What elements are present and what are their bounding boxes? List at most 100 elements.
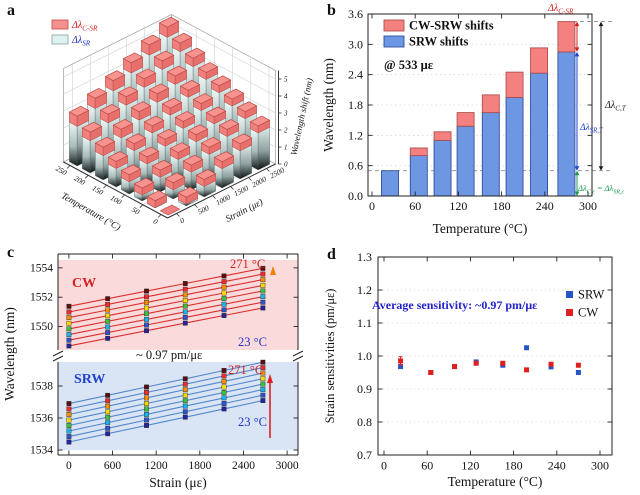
annotations-c: CW SRW 271 °C 23 °C ~ 0.97 pm/με 271 °C 23 °C bbox=[72, 257, 276, 438]
panel-label-c: c bbox=[7, 244, 15, 261]
svg-text:SRW: SRW bbox=[578, 288, 605, 302]
svg-text:Wavelength (nm): Wavelength (nm) bbox=[321, 58, 336, 152]
svg-text:2400: 2400 bbox=[232, 460, 255, 472]
svg-text:1: 1 bbox=[284, 144, 288, 152]
legend-swatch bbox=[51, 34, 69, 45]
svg-text:ΔλC,T: ΔλC,T bbox=[604, 100, 627, 112]
cw-srw-bar bbox=[456, 112, 475, 127]
svg-text:3000: 3000 bbox=[276, 460, 299, 472]
svg-text:1536: 1536 bbox=[30, 413, 53, 425]
svg-text:Wavelength shift (nm): Wavelength shift (nm) bbox=[288, 77, 314, 156]
svg-text:~ 0.97 pm/με: ~ 0.97 pm/με bbox=[136, 348, 202, 362]
svg-text:300: 300 bbox=[591, 459, 609, 473]
srw-bar bbox=[456, 125, 475, 197]
svg-text:23 °C: 23 °C bbox=[238, 415, 267, 429]
svg-text:Strain sensitivities (pm/με): Strain sensitivities (pm/με) bbox=[323, 289, 337, 424]
legend-3d: ΔλC-SR ΔλSR bbox=[51, 19, 98, 47]
plot-b: 0 60 120 180 240 300 0.0 0.6 1.2 1.8 2.4 3.0 3.6 Temp… bbox=[321, 7, 613, 236]
svg-text:271 °C: 271 °C bbox=[230, 257, 265, 271]
svg-text:3.0: 3.0 bbox=[348, 37, 363, 51]
svg-text:ΔλC-SR: ΔλC-SR bbox=[547, 3, 574, 15]
svg-text:50: 50 bbox=[130, 205, 141, 217]
svg-text:180: 180 bbox=[505, 459, 523, 473]
svg-text:CW-SRW shifts: CW-SRW shifts bbox=[409, 19, 494, 33]
cw-srw-bar bbox=[530, 47, 548, 74]
svg-text:271 °C: 271 °C bbox=[228, 363, 263, 377]
cw-lines bbox=[66, 265, 266, 349]
svg-text:0: 0 bbox=[381, 459, 387, 473]
svg-text:300: 300 bbox=[579, 199, 597, 213]
svg-text:1.2: 1.2 bbox=[357, 283, 372, 297]
svg-text:120: 120 bbox=[449, 199, 467, 213]
svg-text:2: 2 bbox=[284, 127, 288, 135]
svg-text:600: 600 bbox=[104, 460, 122, 472]
wavelength-shift-axis: 0 1 2 3 4 5 Wavelength shift (nm) bbox=[278, 70, 315, 169]
legend-b: CW-SRW shifts SRW shifts @ 533 με bbox=[383, 19, 494, 72]
svg-text:1534: 1534 bbox=[30, 445, 53, 457]
svg-text:SRW shifts: SRW shifts bbox=[409, 35, 469, 49]
svg-text:Temperature (°C): Temperature (°C) bbox=[448, 474, 543, 489]
svg-text:1552: 1552 bbox=[30, 292, 53, 304]
svg-text:2.4: 2.4 bbox=[348, 68, 363, 82]
srw-bar bbox=[557, 51, 576, 197]
srw-bar bbox=[505, 96, 524, 197]
svg-text:SRW: SRW bbox=[74, 372, 105, 387]
plot-c: 0 600 1200 1800 2400 3000 1550 1552 1554 1534 1536… bbox=[2, 253, 304, 490]
svg-text:Average sensitivity: ~0.97 pm/: Average sensitivity: ~0.97 pm/με bbox=[372, 298, 537, 312]
svg-text:0.8: 0.8 bbox=[357, 415, 372, 429]
cw-srw-bar bbox=[505, 71, 524, 98]
cw-srw-bar bbox=[409, 147, 428, 157]
svg-text:0: 0 bbox=[66, 460, 72, 472]
svg-text:ΔλC,ε = ΔλSR,ε: ΔλC,ε = ΔλSR,ε bbox=[577, 183, 625, 195]
srw-lines bbox=[66, 359, 266, 445]
svg-text:1000: 1000 bbox=[214, 192, 232, 207]
svg-text:180: 180 bbox=[493, 199, 511, 213]
srw-bar bbox=[481, 112, 500, 197]
cw-srw-bar bbox=[557, 21, 576, 53]
svg-text:1800: 1800 bbox=[188, 460, 211, 472]
svg-text:3.6: 3.6 bbox=[348, 7, 363, 21]
legend-swatch bbox=[51, 19, 69, 30]
panel-c-line-chart: 0 600 1200 1800 2400 3000 1550 1552 1554 1534 1536… bbox=[2, 253, 304, 490]
temp-arrow-cw bbox=[270, 266, 276, 275]
cw-srw-bar bbox=[433, 131, 452, 141]
svg-text:5: 5 bbox=[284, 76, 288, 84]
svg-text:1554: 1554 bbox=[30, 262, 53, 274]
srw-points bbox=[398, 345, 581, 375]
svg-text:120: 120 bbox=[461, 459, 479, 473]
svg-text:0.9: 0.9 bbox=[357, 382, 372, 396]
svg-text:0.7: 0.7 bbox=[357, 448, 372, 462]
svg-text:150: 150 bbox=[91, 183, 105, 197]
svg-text:500: 500 bbox=[196, 203, 210, 216]
svg-text:Temperature (°C): Temperature (°C) bbox=[433, 221, 528, 236]
svg-text:60: 60 bbox=[421, 459, 433, 473]
svg-text:1.2: 1.2 bbox=[348, 128, 363, 142]
cw-srw-bar bbox=[481, 94, 500, 114]
svg-text:1200: 1200 bbox=[145, 460, 168, 472]
cw-points bbox=[398, 356, 581, 375]
svg-text:1538: 1538 bbox=[30, 381, 53, 393]
svg-text:240: 240 bbox=[536, 199, 554, 213]
svg-text:ΔλSR,T: ΔλSR,T bbox=[579, 123, 604, 134]
panel-d-scatter-chart: 0 60 120 180 240 300 0.7 0.8 0.9 1.0 1.1 1.2 1.3 Temp… bbox=[323, 250, 613, 489]
svg-text:Wavelength (nm): Wavelength (nm) bbox=[2, 307, 17, 401]
svg-text:0: 0 bbox=[284, 161, 288, 169]
svg-text:ΔλC-SR: ΔλC-SR bbox=[71, 20, 98, 32]
panel-label-a: a bbox=[7, 2, 15, 19]
legend-d: SRW CW Average sensitivity: ~0.97 pm/με bbox=[372, 288, 605, 320]
svg-text:1.0: 1.0 bbox=[357, 349, 372, 363]
svg-text:Strain (με): Strain (με) bbox=[149, 475, 207, 490]
svg-text:1.8: 1.8 bbox=[348, 98, 363, 112]
svg-text:0: 0 bbox=[178, 215, 186, 225]
svg-text:@ 533 με: @ 533 με bbox=[384, 58, 434, 72]
svg-text:200: 200 bbox=[72, 174, 86, 188]
panel-label-d: d bbox=[327, 246, 336, 263]
temp-arrow-srw bbox=[267, 374, 273, 383]
svg-text:CW: CW bbox=[72, 276, 96, 291]
svg-text:1.1: 1.1 bbox=[357, 316, 372, 330]
panel-label-b: b bbox=[327, 2, 336, 19]
svg-text:60: 60 bbox=[409, 199, 421, 213]
svg-text:100: 100 bbox=[109, 193, 123, 207]
